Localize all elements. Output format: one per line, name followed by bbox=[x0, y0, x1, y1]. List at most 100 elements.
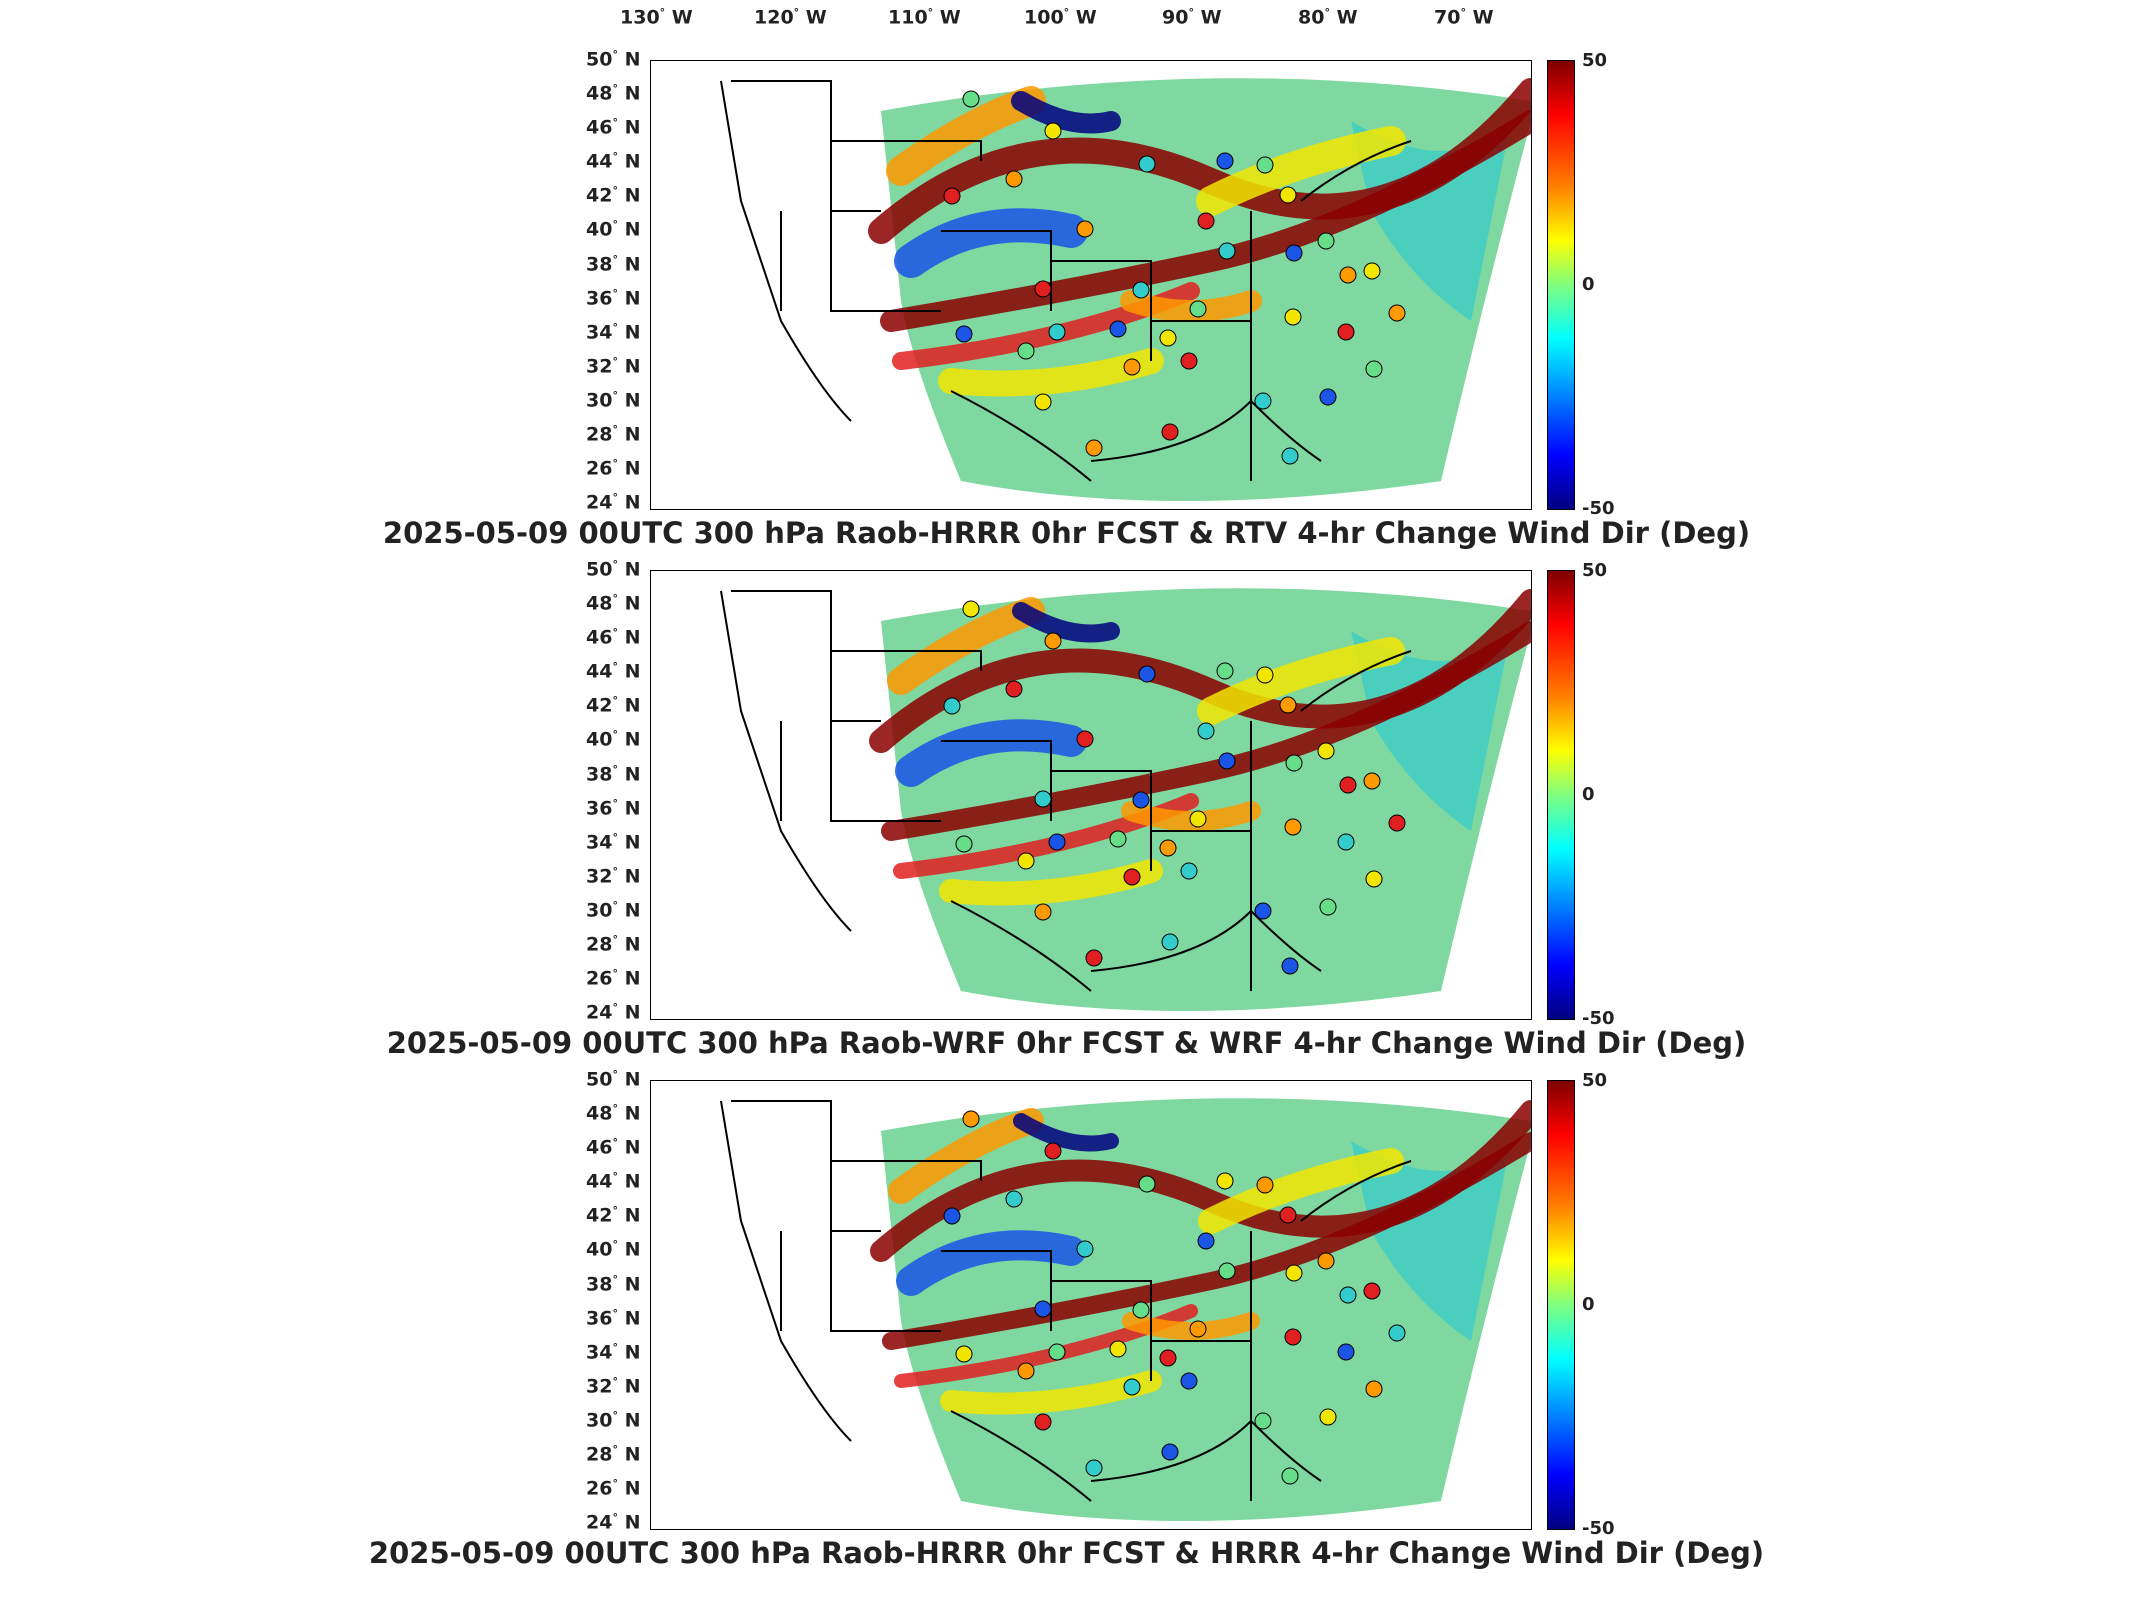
station-marker bbox=[1365, 1380, 1383, 1398]
station-marker bbox=[1048, 1343, 1066, 1361]
station-marker bbox=[1197, 212, 1215, 230]
station-marker bbox=[1388, 814, 1406, 832]
station-marker bbox=[1180, 352, 1198, 370]
field-band bbox=[1011, 91, 1121, 134]
station-marker bbox=[1256, 156, 1274, 174]
colorbar-max-label: 50 bbox=[1582, 1070, 1608, 1091]
lat-label: 32° N bbox=[586, 354, 641, 378]
map-plot-area bbox=[650, 570, 1532, 1020]
colorbar bbox=[1547, 570, 1575, 1020]
station-marker bbox=[955, 325, 973, 343]
lat-label: 44° N bbox=[586, 1170, 641, 1193]
state-boundaries bbox=[720, 80, 1412, 482]
station-marker bbox=[1285, 754, 1303, 772]
field-band bbox=[1198, 1148, 1404, 1234]
station-marker bbox=[1317, 742, 1335, 760]
lat-label: 34° N bbox=[586, 320, 641, 344]
map-plot-area bbox=[650, 1080, 1532, 1530]
station-marker bbox=[1161, 1443, 1179, 1461]
lon-label: 130° W bbox=[620, 6, 693, 29]
map-plot-area bbox=[650, 60, 1532, 510]
station-marker bbox=[1123, 358, 1141, 376]
panel-title: 2025-05-09 00UTC 300 hPa Raob-HRRR 0hr F… bbox=[368, 1536, 1765, 1570]
station-marker bbox=[1159, 329, 1177, 347]
station-marker bbox=[1218, 752, 1236, 770]
lon-label: 110° W bbox=[888, 6, 961, 29]
station-marker bbox=[1388, 1324, 1406, 1342]
colorbar bbox=[1547, 60, 1575, 510]
station-marker bbox=[1138, 1175, 1156, 1193]
lat-label: 38° N bbox=[586, 1272, 641, 1295]
lat-label: 50° N bbox=[586, 558, 641, 581]
lat-label: 34° N bbox=[586, 1340, 641, 1364]
station-marker bbox=[1284, 818, 1302, 836]
lat-label: 48° N bbox=[586, 592, 641, 615]
map-field bbox=[720, 588, 1531, 1011]
map-panel: 50° N 48° N 46° N 44° N 42° N 40° N 38° N 36° N… bbox=[0, 48, 2133, 570]
station-marker bbox=[1123, 868, 1141, 886]
field-band bbox=[894, 208, 1088, 278]
station-marker bbox=[1339, 266, 1357, 284]
lat-label: 46° N bbox=[586, 1136, 641, 1159]
map-field bbox=[720, 78, 1531, 501]
station-marker bbox=[1363, 1282, 1381, 1300]
station-marker bbox=[1034, 903, 1052, 921]
station-marker bbox=[1085, 949, 1103, 967]
station-marker bbox=[1123, 1378, 1141, 1396]
lat-label: 36° N bbox=[586, 796, 641, 819]
field-band bbox=[880, 110, 1531, 332]
station-marker bbox=[1279, 696, 1297, 714]
field-region bbox=[1351, 121, 1511, 321]
station-marker bbox=[943, 187, 961, 205]
state-boundaries bbox=[720, 590, 1412, 992]
lat-label: 40° N bbox=[586, 218, 641, 241]
station-marker bbox=[1109, 1340, 1127, 1358]
field-band bbox=[1012, 602, 1120, 643]
map-panel: 50° N 48° N 46° N 44° N 42° N 40° N 38° N 36° N… bbox=[0, 558, 2133, 1080]
station-marker bbox=[1337, 833, 1355, 851]
station-marker bbox=[1159, 1349, 1177, 1367]
panel-title: 2025-05-09 00UTC 300 hPa Raob-HRRR 0hr F… bbox=[382, 516, 1751, 550]
station-marker bbox=[1339, 1286, 1357, 1304]
station-marker bbox=[1048, 323, 1066, 341]
station-marker bbox=[1085, 1459, 1103, 1477]
station-marker bbox=[1159, 839, 1177, 857]
lat-label: 26° N bbox=[586, 1477, 641, 1500]
station-marker bbox=[1337, 1343, 1355, 1361]
colorbar-min-label: -50 bbox=[1582, 498, 1615, 519]
field-region bbox=[1351, 631, 1511, 831]
station-marker bbox=[1254, 902, 1272, 920]
lat-label: 40° N bbox=[586, 728, 641, 751]
station-marker bbox=[1005, 1190, 1023, 1208]
station-marker bbox=[1138, 155, 1156, 173]
map-panel: 50° N 48° N 46° N 44° N 42° N 40° N 38° N 36° N… bbox=[0, 1068, 2133, 1590]
colorbar bbox=[1547, 1080, 1575, 1530]
lat-label: 28° N bbox=[586, 1443, 641, 1466]
station-marker bbox=[1189, 300, 1207, 318]
lat-label: 32° N bbox=[586, 1374, 641, 1398]
lat-label: 48° N bbox=[586, 82, 641, 105]
station-marker bbox=[1319, 388, 1337, 406]
lon-label: 90° W bbox=[1162, 6, 1222, 29]
colorbar-max-label: 50 bbox=[1582, 560, 1608, 581]
colorbar-max-label: 50 bbox=[1582, 50, 1608, 71]
station-marker bbox=[1085, 439, 1103, 457]
station-marker bbox=[1281, 1467, 1299, 1485]
station-marker bbox=[955, 1345, 973, 1363]
lat-label: 46° N bbox=[586, 116, 641, 139]
station-marker bbox=[1365, 870, 1383, 888]
station-marker bbox=[1017, 852, 1035, 870]
station-marker bbox=[1005, 680, 1023, 698]
lat-label: 40° N bbox=[586, 1238, 641, 1261]
lat-label: 24° N bbox=[586, 1511, 641, 1534]
station-marker bbox=[1363, 772, 1381, 790]
lat-label: 30° N bbox=[586, 1408, 641, 1432]
field-region bbox=[1351, 1141, 1511, 1341]
station-marker bbox=[1363, 262, 1381, 280]
station-marker bbox=[1284, 308, 1302, 326]
station-marker bbox=[1076, 220, 1094, 238]
lat-label: 44° N bbox=[586, 150, 641, 173]
station-marker bbox=[1161, 423, 1179, 441]
station-marker bbox=[1048, 833, 1066, 851]
station-marker bbox=[962, 600, 980, 618]
